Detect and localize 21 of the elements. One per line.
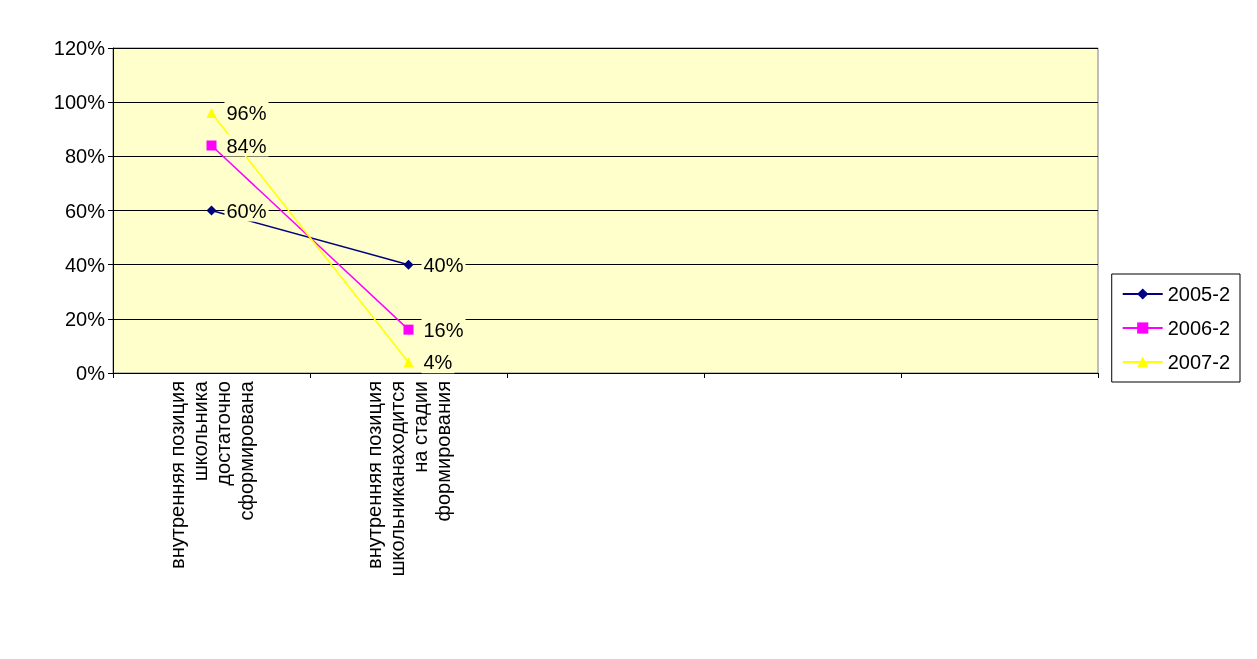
legend-label: 2006-2 [1167, 317, 1231, 339]
data-label: 40% [423, 253, 464, 276]
x-tick-label: внутренняя позиция школьника достаточно сформирована [166, 380, 257, 569]
data-label: 16% [423, 318, 464, 341]
point [206, 140, 217, 151]
y-tick-label: 80% [64, 145, 106, 168]
point [206, 205, 217, 216]
y-tick-label: 20% [64, 307, 106, 330]
y-tick-label: 100% [53, 91, 106, 114]
y-tick-label: 0% [76, 362, 106, 384]
legend-label: 2007-2 [1167, 351, 1231, 373]
data-label: 4% [423, 351, 453, 374]
data-label: 96% [226, 102, 267, 124]
data-label: 60% [226, 199, 267, 222]
point [403, 259, 414, 270]
data-label: 84% [226, 134, 267, 157]
legend-label: 2005-2 [1167, 283, 1231, 305]
y-tick-label: 60% [64, 199, 106, 222]
y-tick-label: 40% [64, 253, 106, 276]
point [403, 324, 414, 335]
y-tick-label: 120% [53, 37, 106, 59]
